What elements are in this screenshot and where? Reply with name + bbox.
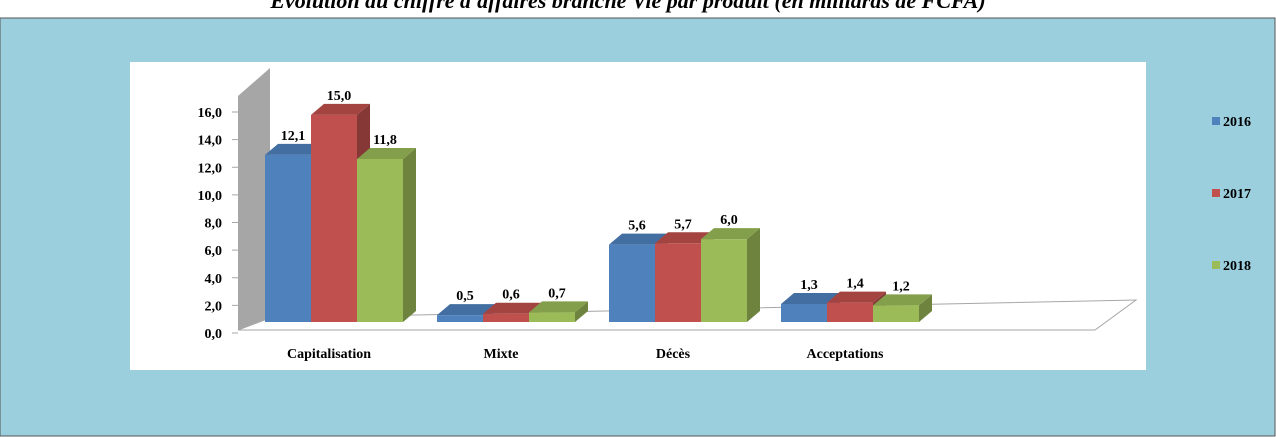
y-tick-label: 14,0 bbox=[198, 134, 223, 149]
y-tick-label: 8,0 bbox=[205, 217, 223, 232]
bar-front bbox=[873, 305, 919, 322]
bar-side bbox=[403, 148, 416, 322]
bar-top bbox=[873, 294, 932, 306]
bar-top bbox=[701, 228, 760, 240]
y-tick-label: 2,0 bbox=[205, 299, 223, 314]
bar-top bbox=[483, 302, 542, 314]
bar-front bbox=[529, 312, 575, 322]
bar-front bbox=[357, 159, 403, 322]
value-label: 12,1 bbox=[281, 129, 306, 144]
value-label: 1,2 bbox=[892, 279, 910, 294]
bar-side bbox=[747, 228, 760, 322]
bar-top bbox=[655, 232, 714, 244]
bar-side bbox=[919, 294, 932, 322]
legend-swatch bbox=[1212, 117, 1220, 125]
legend-label: 2017 bbox=[1223, 187, 1251, 202]
bar-front bbox=[827, 302, 873, 322]
bar-side bbox=[575, 301, 588, 322]
value-label: 15,0 bbox=[327, 89, 352, 104]
bar-front bbox=[437, 315, 483, 322]
y-tick-label: 12,0 bbox=[198, 161, 223, 176]
value-label: 5,6 bbox=[628, 219, 646, 234]
y-tick-label: 16,0 bbox=[198, 106, 223, 121]
bar-top bbox=[265, 143, 324, 155]
value-label: 0,6 bbox=[502, 288, 520, 303]
bar-top bbox=[609, 233, 668, 245]
bar-top bbox=[437, 304, 496, 316]
bar bbox=[357, 148, 416, 322]
bar-front bbox=[701, 239, 747, 322]
bar bbox=[873, 294, 932, 322]
bar-front bbox=[265, 154, 311, 322]
bar-top bbox=[781, 293, 840, 305]
bar-front bbox=[655, 243, 701, 322]
legend-label: 2016 bbox=[1223, 115, 1251, 130]
bar-front bbox=[311, 114, 357, 322]
bar-top bbox=[357, 148, 416, 160]
value-label: 0,5 bbox=[456, 289, 474, 304]
value-label: 5,7 bbox=[674, 217, 692, 232]
y-tick-label: 0,0 bbox=[205, 327, 223, 342]
x-tick-label: Acceptations bbox=[807, 347, 885, 362]
x-tick-label: Décès bbox=[656, 347, 691, 362]
bar-top bbox=[827, 291, 886, 303]
value-label: 6,0 bbox=[720, 213, 738, 228]
y-tick-label: 10,0 bbox=[198, 189, 223, 204]
legend-swatch bbox=[1212, 261, 1220, 269]
bar-front bbox=[483, 313, 529, 322]
bar bbox=[529, 301, 588, 322]
x-tick-label: Mixte bbox=[484, 347, 519, 362]
bar-top bbox=[311, 103, 370, 115]
bar-front bbox=[781, 304, 827, 322]
value-label: 1,4 bbox=[846, 277, 864, 292]
chart-title: Évolution du chiffre d'affaires branche … bbox=[269, 0, 985, 13]
legend-label: 2018 bbox=[1223, 259, 1251, 274]
value-label: 0,7 bbox=[548, 286, 566, 301]
y-tick-label: 4,0 bbox=[205, 272, 223, 287]
legend-swatch bbox=[1212, 189, 1220, 197]
bar bbox=[701, 228, 760, 322]
y-tick-label: 6,0 bbox=[205, 244, 223, 259]
back-wall bbox=[238, 68, 270, 330]
bar-top bbox=[529, 301, 588, 313]
bar-front bbox=[609, 244, 655, 322]
x-tick-label: Capitalisation bbox=[287, 347, 371, 362]
value-label: 1,3 bbox=[800, 278, 818, 293]
value-label: 11,8 bbox=[373, 133, 397, 148]
